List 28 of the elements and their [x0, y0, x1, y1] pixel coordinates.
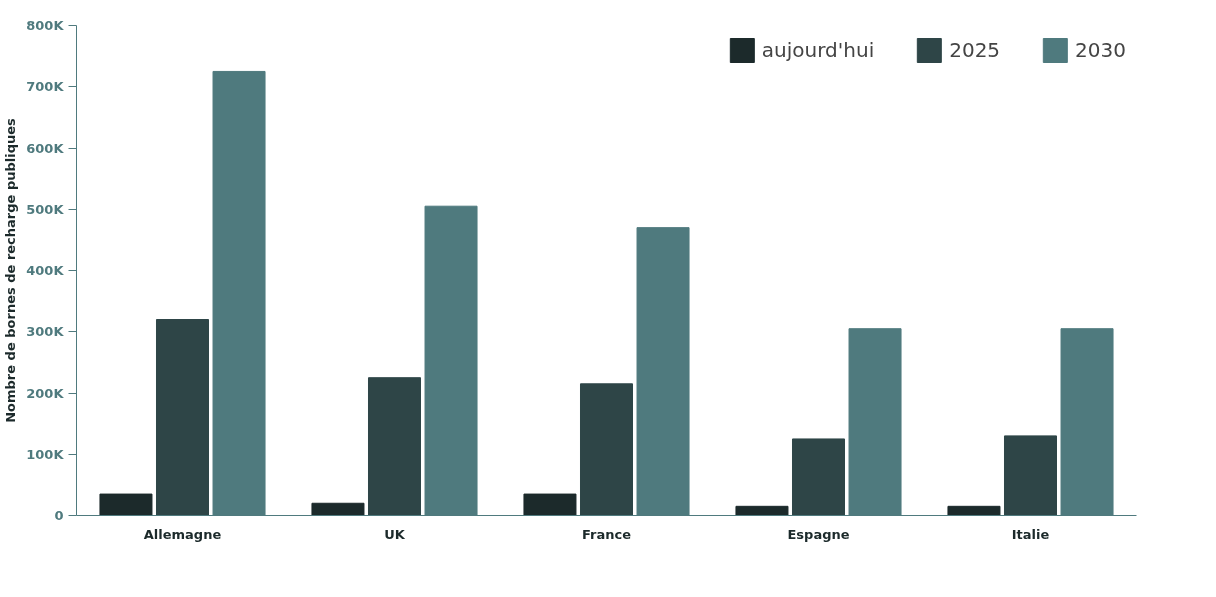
y-tick-label: 600K	[26, 140, 65, 156]
bar	[523, 493, 577, 516]
x-tick-label: Italie	[1011, 526, 1050, 542]
x-tick-label: Espagne	[787, 526, 850, 542]
bar	[155, 319, 210, 516]
bar	[99, 493, 153, 516]
y-tick-label: 0	[54, 508, 64, 523]
bar	[367, 377, 422, 516]
legend-label: 2030	[1075, 37, 1126, 64]
y-tick-label: 500K	[26, 201, 65, 217]
legend-label: 2025	[949, 37, 1001, 64]
bar	[579, 383, 634, 516]
x-tick-label: Allemagne	[143, 526, 222, 542]
y-tick-label: 400K	[26, 263, 65, 278]
bar	[1003, 435, 1058, 516]
bar	[311, 502, 365, 516]
y-tick-label: 200K	[26, 385, 65, 401]
y-axis-title: Nombre de bornes de recharge publiques	[3, 117, 19, 423]
y-tick-label: 100K	[26, 446, 65, 462]
bar	[947, 505, 1001, 516]
legend-label: aujourd'hui	[761, 37, 875, 64]
bar	[791, 438, 846, 516]
x-tick-label: France	[581, 526, 632, 542]
y-tick-label: 700K	[26, 79, 65, 95]
y-tick-label: 300K	[26, 324, 65, 340]
bar	[735, 505, 789, 516]
x-tick-label: UK	[384, 526, 406, 542]
y-tick-label: 800K	[26, 18, 65, 33]
